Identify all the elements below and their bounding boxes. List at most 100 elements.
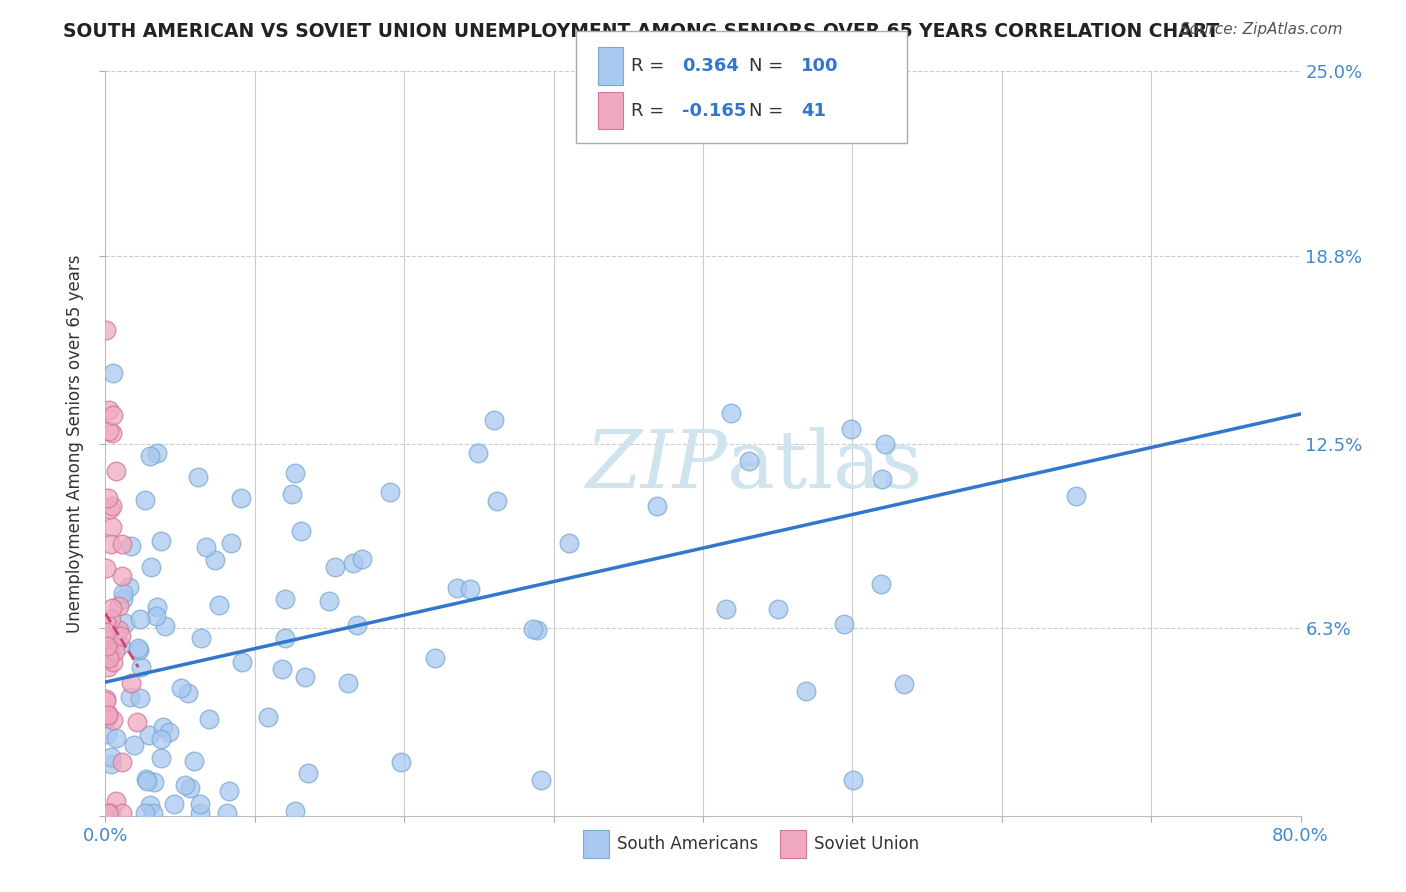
Point [134,806,156,821]
Point [284,466,307,480]
Point [118,690,141,704]
Point [198,712,221,726]
Point [94,624,117,639]
Point [281,487,304,501]
Point [129,691,152,706]
Point [152,720,174,734]
Point [873,437,896,451]
Point [342,557,364,571]
Point [114,616,136,631]
Point [97,424,120,438]
Point [218,784,240,798]
Point [100,499,122,513]
Point [149,534,172,549]
Point [96,711,118,725]
Point [174,778,197,792]
Text: atlas: atlas [727,427,922,505]
Point [104,794,127,808]
Text: ZIP: ZIP [585,427,727,505]
Point [323,560,346,574]
Point [103,655,125,669]
Point [645,499,668,513]
Point [110,629,132,643]
Point [97,660,120,674]
Point [257,710,280,724]
Point [97,648,120,663]
Point [101,408,124,422]
Point [839,422,862,436]
Point [738,454,761,468]
Point [179,781,201,796]
Point [128,642,150,657]
Point [217,806,239,821]
Point [96,727,118,741]
Point [157,725,180,739]
Point [136,774,159,789]
Point [104,464,127,478]
Point [177,686,200,700]
Point [118,580,141,594]
Point [195,540,218,554]
Point [522,622,544,636]
Point [97,491,120,505]
Point [108,599,131,614]
Point [766,602,789,616]
Point [425,650,447,665]
Point [139,449,162,463]
Point [204,552,226,566]
Point [108,623,131,637]
Point [98,502,121,516]
Point [169,681,191,695]
Point [97,707,120,722]
Text: N =: N = [749,102,789,120]
Point [336,676,359,690]
Point [97,632,120,647]
Point [188,797,211,811]
Point [219,536,242,550]
Point [94,692,117,706]
Point [142,806,165,821]
Point [297,766,319,780]
Point [96,806,118,821]
Point [100,537,122,551]
Point [485,494,508,508]
Point [446,581,468,595]
Point [101,713,124,727]
Point [146,599,169,614]
Point [318,593,340,607]
Point [111,585,134,599]
Point [120,539,142,553]
Point [129,612,152,626]
Point [100,806,122,821]
Point [125,714,148,729]
Point [101,520,124,534]
Point [98,645,121,659]
Point [149,732,172,747]
Point [558,535,581,549]
Text: R =: R = [631,57,671,75]
Point [183,754,205,768]
Point [96,694,118,708]
Point [274,591,297,606]
Point [273,631,295,645]
Point [188,806,211,821]
Point [122,738,145,752]
Text: -0.165: -0.165 [682,102,747,120]
Point [142,775,165,789]
Point [714,602,737,616]
Point [120,676,142,690]
Text: SOUTH AMERICAN VS SOVIET UNION UNEMPLOYMENT AMONG SENIORS OVER 65 YEARS CORRELAT: SOUTH AMERICAN VS SOVIET UNION UNEMPLOYM… [63,22,1219,41]
Point [138,727,160,741]
Point [284,804,307,818]
Point [872,472,894,486]
Point [484,413,506,427]
Point [134,492,156,507]
Point [145,609,167,624]
Point [146,446,169,460]
Point [112,592,135,607]
Point [467,445,489,459]
Text: 0.364: 0.364 [682,57,738,75]
Point [529,772,551,787]
Point [841,772,863,787]
Point [100,757,122,772]
